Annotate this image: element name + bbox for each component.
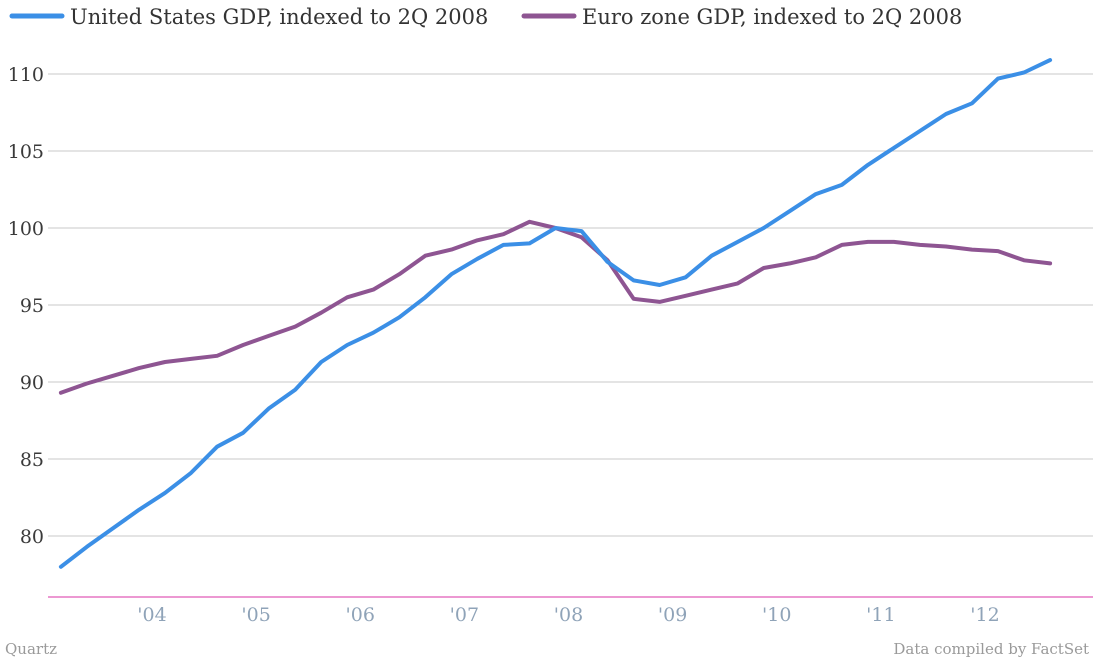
y-tick-label: 100: [8, 218, 44, 240]
y-tick-label: 95: [20, 295, 44, 317]
x-tick-label: '07: [450, 604, 479, 626]
legend-label-eurozone: Euro zone GDP, indexed to 2Q 2008: [582, 5, 962, 29]
footer-source-right: Data compiled by FactSet: [893, 640, 1089, 658]
x-axis-tick-labels: '04 '05 '06 '07 '08 '09 '10 '11 '12: [137, 604, 999, 626]
x-tick-label: '05: [241, 604, 270, 626]
x-tick-label: '08: [554, 604, 583, 626]
y-tick-label: 85: [20, 449, 44, 471]
chart-footer: Quartz Data compiled by FactSet: [5, 640, 1089, 658]
series-lines: [58, 58, 1053, 569]
y-gridlines: [48, 73, 1093, 537]
y-tick-label: 105: [8, 141, 44, 163]
x-tick-label: '12: [970, 604, 999, 626]
legend-item-eurozone: Euro zone GDP, indexed to 2Q 2008: [521, 5, 962, 29]
x-tick-label: '10: [762, 604, 791, 626]
y-tick-label: 90: [20, 372, 44, 394]
series-line-us-gdp: [58, 58, 1053, 569]
y-axis-tick-labels: 80 85 90 95 100 105 110: [8, 64, 44, 548]
x-tick-label: '04: [137, 604, 166, 626]
x-tick-label: '06: [346, 604, 375, 626]
footer-source-left: Quartz: [5, 640, 57, 658]
legend-label-us: United States GDP, indexed to 2Q 2008: [70, 5, 488, 29]
y-tick-label: 110: [8, 64, 44, 86]
x-tick-label: '11: [866, 604, 895, 626]
series-line-eurozone-gdp: [58, 219, 1053, 395]
y-tick-label: 80: [20, 526, 44, 548]
chart-legend: United States GDP, indexed to 2Q 2008 Eu…: [9, 5, 962, 29]
x-tick-label: '09: [658, 604, 687, 626]
legend-item-us: United States GDP, indexed to 2Q 2008: [9, 5, 488, 29]
